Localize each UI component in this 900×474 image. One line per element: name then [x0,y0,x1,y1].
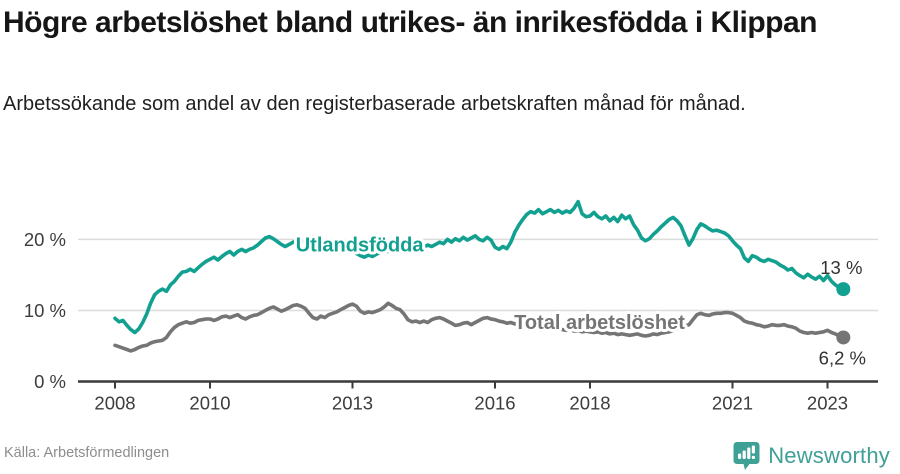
newsworthy-wordmark: Newsworthy [768,443,890,468]
source-note: Källa: Arbetsförmedlingen [4,445,170,461]
x-axis-label: 2018 [569,393,610,414]
series-line-utlandsf-dda [113,199,846,335]
series-name-label-utlandsf-dda: Utlandsfödda [296,234,425,256]
x-axis-label: 2021 [712,393,753,414]
newsworthy-icon [733,442,760,470]
x-axis-label: 2008 [94,393,135,414]
y-axis-label: 20 % [24,229,66,250]
y-axis-label: 10 % [24,300,66,321]
x-axis-label: 2023 [807,393,848,414]
chart-subtitle: Arbetssökande som andel av den registerb… [3,93,746,115]
chart-title: Högre arbetslöshet bland utrikes- än inr… [3,6,818,39]
series-line-total-arbetsl-shet [113,301,846,353]
x-axis-label: 2010 [189,393,230,414]
series-name-label-total-arbetsl-shet: Total arbetslöshet [514,312,685,334]
series-value-label-total-arbetsl-shet: 6,2 % [819,347,866,368]
series-value-label-utlandsf-dda: 13 % [820,257,862,278]
x-axis-label: 2013 [332,393,373,414]
series-end-dot-utlandsf-dda [836,282,851,297]
series-end-dot-total-arbetsl-shet [836,330,851,345]
newsworthy-logo[interactable]: Newsworthy [733,440,890,472]
x-axis-label: 2016 [474,393,515,414]
y-axis-label: 0 % [34,371,66,392]
